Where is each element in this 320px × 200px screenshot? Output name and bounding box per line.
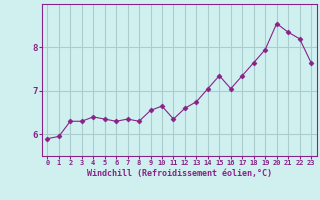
X-axis label: Windchill (Refroidissement éolien,°C): Windchill (Refroidissement éolien,°C) xyxy=(87,169,272,178)
